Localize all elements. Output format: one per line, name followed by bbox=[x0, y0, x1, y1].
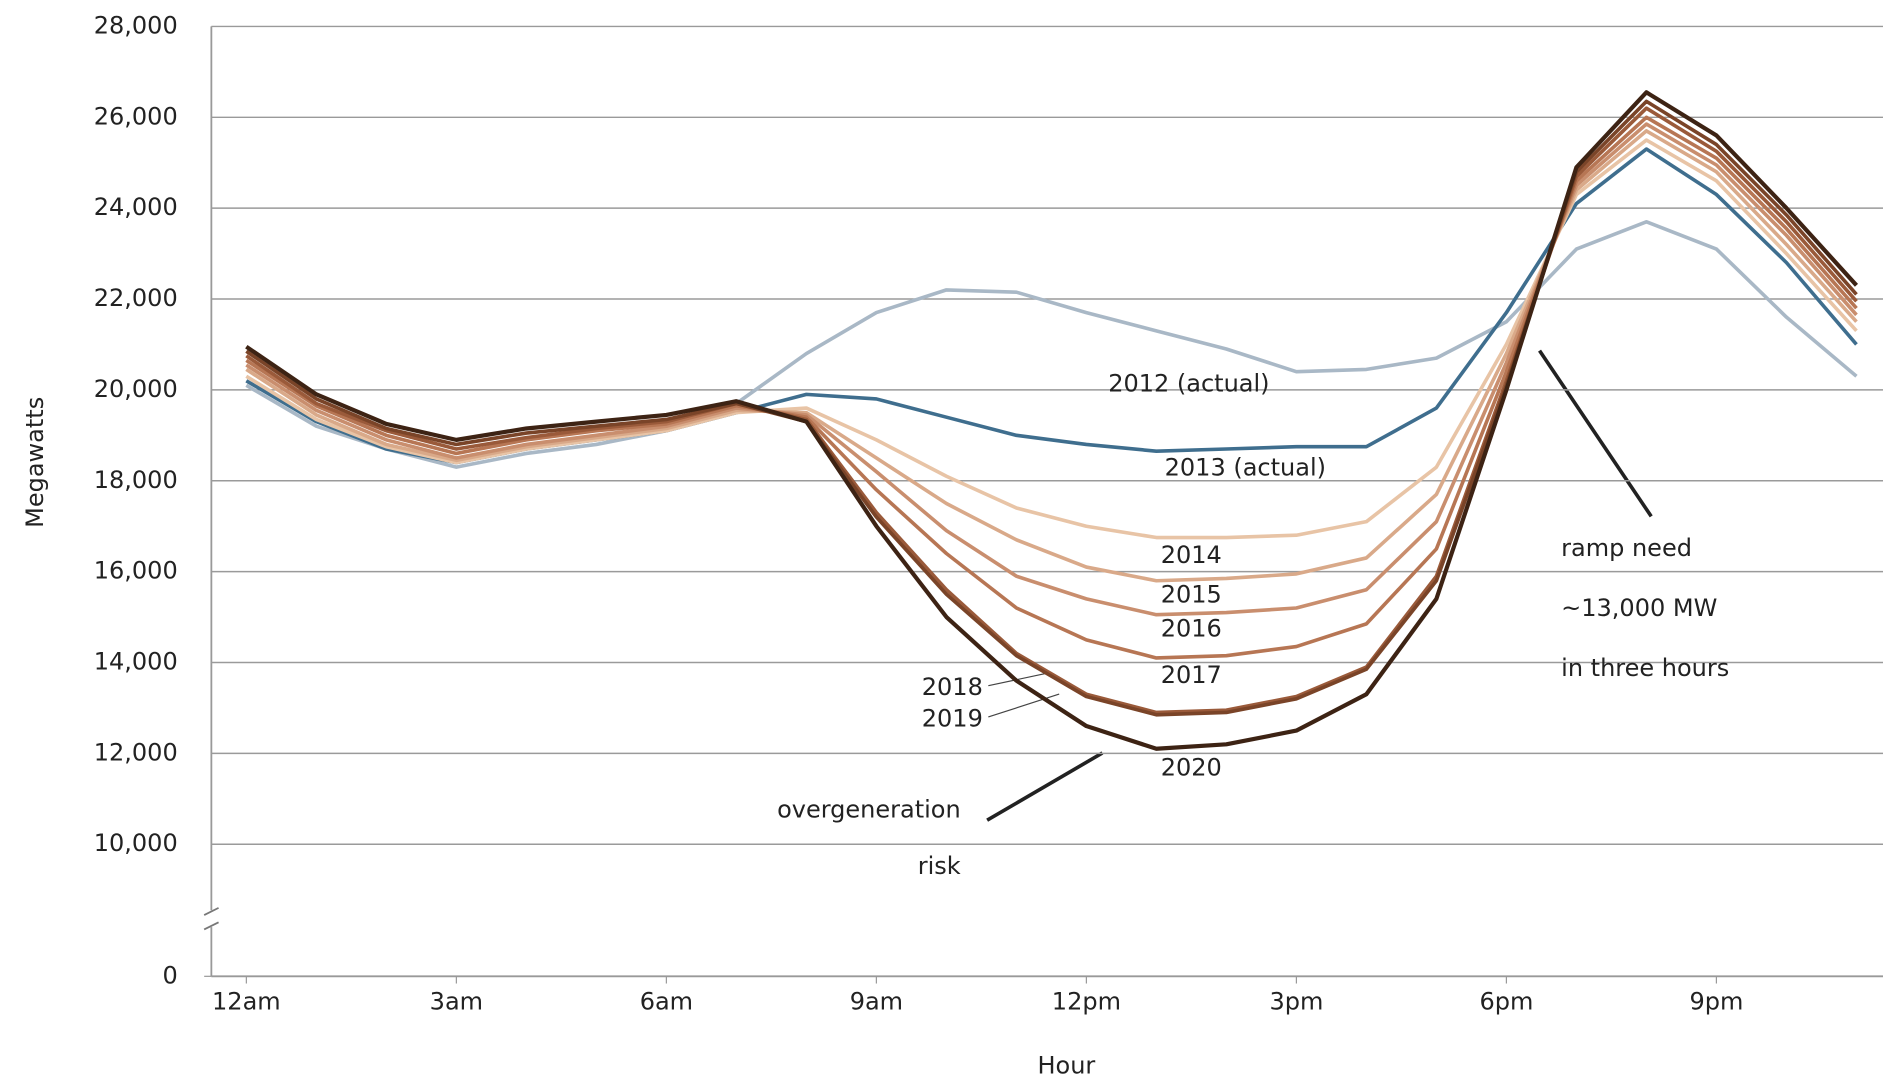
series-line bbox=[245, 99, 1858, 717]
y-tick-label: 16,000 bbox=[94, 557, 178, 585]
annotation: ~13,000 MW bbox=[1561, 594, 1717, 622]
series-label: 2015 bbox=[1161, 581, 1222, 609]
y-axis-label: Megawatts bbox=[21, 397, 49, 528]
series-label: 2020 bbox=[1161, 754, 1222, 782]
y-tick-label: 14,000 bbox=[94, 647, 178, 675]
series-line bbox=[245, 106, 1858, 715]
annotation: in three hours bbox=[1561, 654, 1729, 682]
y-tick-label: 24,000 bbox=[94, 193, 178, 221]
series-label: 2013 (actual) bbox=[1165, 453, 1326, 481]
series-label: 2018 bbox=[922, 673, 983, 701]
y-tick-label: 26,000 bbox=[94, 102, 178, 130]
series-line bbox=[245, 138, 1858, 540]
y-tick-label: 20,000 bbox=[94, 375, 178, 403]
series-label: 2012 (actual) bbox=[1108, 369, 1269, 397]
annotation: ramp need bbox=[1561, 534, 1692, 562]
x-tick-label: 3am bbox=[430, 988, 483, 1016]
series-line bbox=[245, 90, 1859, 751]
x-tick-label: 9am bbox=[850, 988, 903, 1016]
y-tick-label: 0 bbox=[162, 961, 177, 989]
series-label: 2016 bbox=[1161, 614, 1222, 642]
x-tick-label: 6am bbox=[640, 988, 693, 1016]
annotation-pointer bbox=[1538, 349, 1653, 518]
series-line bbox=[245, 147, 1858, 465]
x-tick-label: 12pm bbox=[1052, 988, 1121, 1016]
y-tick-label: 22,000 bbox=[94, 284, 178, 312]
y-tick-label: 12,000 bbox=[94, 738, 178, 766]
series-line bbox=[245, 122, 1858, 617]
annotation: overgeneration bbox=[777, 796, 961, 824]
annotation-pointer bbox=[986, 751, 1104, 822]
x-tick-label: 3pm bbox=[1269, 988, 1323, 1016]
x-tick-label: 6pm bbox=[1479, 988, 1533, 1016]
x-tick-label: 9pm bbox=[1689, 988, 1743, 1016]
axis-break bbox=[203, 921, 219, 931]
axis-break bbox=[203, 907, 219, 916]
y-tick-label: 18,000 bbox=[94, 466, 178, 494]
series-line bbox=[245, 129, 1858, 583]
series-label: 2019 bbox=[922, 704, 983, 732]
series-line bbox=[245, 115, 1858, 660]
y-tick-label: 28,000 bbox=[94, 11, 178, 39]
series-label: 2014 bbox=[1161, 541, 1222, 569]
x-axis-label: Hour bbox=[1037, 1051, 1095, 1079]
annotation: risk bbox=[918, 852, 961, 880]
y-tick-label: 10,000 bbox=[94, 829, 178, 857]
x-tick-label: 12am bbox=[212, 988, 281, 1016]
series-label: 2017 bbox=[1161, 661, 1222, 689]
series-line bbox=[245, 220, 1858, 469]
label-leader bbox=[988, 693, 1060, 718]
